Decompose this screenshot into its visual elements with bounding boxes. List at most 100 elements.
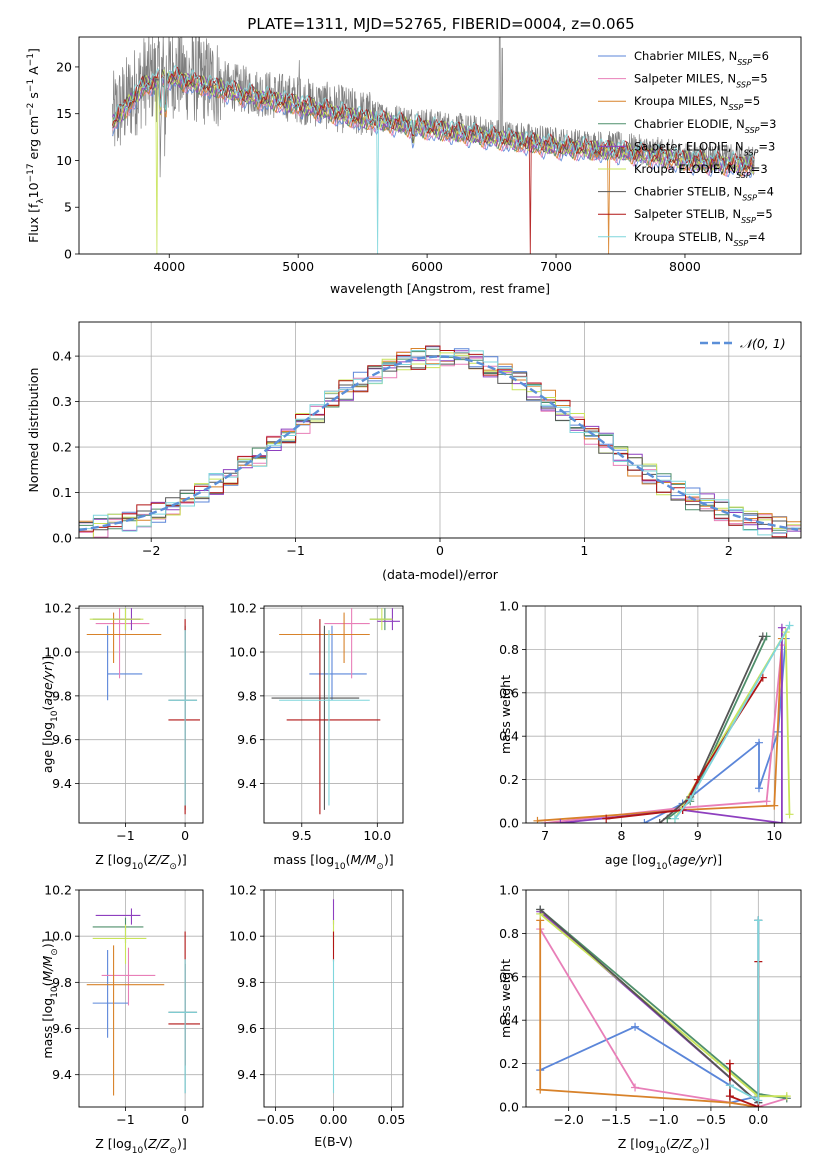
y-tick-label: 0.4 [499,1013,519,1028]
plot-area [264,606,403,823]
y-tick-label: 0.0 [499,1100,519,1115]
y-tick-label: 10.2 [229,601,257,616]
plot-area [526,890,801,1107]
point-kroupa_elodie [782,1092,791,1101]
axes-frame [525,889,802,1108]
y-tick-label: 10.0 [44,645,72,660]
legend-subscript: SSP [736,171,751,180]
legend-count: =3 [751,162,768,176]
y-tick-label: 0.8 [499,642,519,657]
y-tick-label: 0 [64,247,72,262]
y-tick-label: 9.8 [52,975,72,990]
chart-spectrum: 4000 5000 6000 7000 8000 0 5 10 15 20 wavelength [… [26,36,802,296]
axis-label-text: mass [log [40,998,55,1059]
y-axis-label: mass weight [498,959,513,1038]
histogram-salpeter_stelib [79,345,801,538]
axes-frame [263,605,404,824]
legend-entry: Kroupa ELODIE, NSSP=3 [634,162,768,180]
x-tick-label: 0.00 [320,1112,348,1127]
y-tick-label: 9.4 [237,1067,257,1082]
x-axis-label: (data-model)/error [382,567,499,582]
y-tick-label: 9.8 [237,688,257,703]
legend-subscript: SSP [745,125,760,134]
x-tick-label: 5000 [282,259,314,274]
series-chabrier_stelib [539,908,760,1105]
y-tick-label: 0.4 [52,349,72,364]
plot-area [79,890,203,1107]
point-salpeter_miles [631,1083,640,1092]
legend-label: Salpeter STELIB, N [634,207,741,221]
axis-label-text: Flux [f [26,203,41,243]
point-chabrier_miles [631,1022,640,1031]
legend-entry: Salpeter MILES, NSSP=5 [634,72,768,90]
y-tick-label: 0.1 [52,485,72,500]
y-tick-label: 15 [56,106,72,121]
legend-entry: Chabrier ELODIE, NSSP=3 [634,117,776,135]
y-tick-label: 1.0 [499,599,519,614]
figure-title: PLATE=1311, MJD=52765, FIBERID=0004, z=0… [247,15,634,33]
point-salpeter_miles [762,797,771,806]
x-tick-label: 0.0 [748,1112,768,1127]
axes-frame [263,889,404,1108]
point-kroupa_stelib [725,1081,734,1090]
legend-label: Kroupa STELIB, N [634,230,734,244]
y-tick-label: 0.4 [499,729,519,744]
y-tick-label: 0.2 [499,1056,519,1071]
axes-frame [78,605,204,824]
x-tick-label: 0 [181,1112,189,1127]
point-chabrier_miles [640,819,649,823]
point-kroupa_stelib [785,621,794,630]
legend-subscript: SSP [742,193,757,202]
legend-count: =3 [760,117,777,131]
x-tick-label: −1 [116,1112,134,1127]
y-tick-label: 10.2 [44,601,72,616]
model-spectrum-kroupa_stelib [112,64,755,254]
point-chabrier_miles [754,738,763,747]
chart-mass_vs_ebv: −0.05 0.00 0.05 9.4 9.6 9.8 10.0 10.2 E(B-V) [229,883,405,1150]
x-tick-label: 9.5 [292,828,312,843]
x-tick-label: 1 [580,543,588,558]
y-tick-label: 5 [64,200,72,215]
x-axis-label: Z [log10(Z/Z⊙)] [95,1136,186,1156]
axes-frame [78,36,802,255]
axes-frame [525,605,802,824]
point-salpeter_elodie [777,819,786,823]
point-kroupa_miles [770,801,779,810]
x-tick-label: −2 [142,543,160,558]
plot-area [112,37,755,254]
legend-label: Chabrier MILES, N [634,49,737,63]
y-tick-label: 10.2 [229,883,257,898]
x-tick-label: −0.5 [696,1112,726,1127]
axis-label-text: age [log [40,722,55,773]
legend-subscript: SSP [741,216,756,225]
x-tick-label: 4000 [153,259,185,274]
normal-curve [79,355,799,532]
y-axis-label: mass weight [498,675,513,754]
legend-count: =6 [752,49,769,63]
legend-count: =5 [743,94,760,108]
y-tick-label: 9.6 [52,732,72,747]
y-tick-label: 9.4 [52,1067,72,1082]
x-axis-label: mass [log10(M/M⊙)] [273,852,393,872]
y-tick-label: 10.0 [229,929,257,944]
point-salpeter_elodie [777,623,786,632]
x-tick-label: −1 [116,828,134,843]
x-tick-label: 0 [181,828,189,843]
y-tick-label: 0.0 [52,531,72,546]
point-salpeter_stelib [725,1059,734,1068]
chart-age_vs_Z: −1 0 9.4 9.6 9.8 10.0 10.2 Z [log10(Z/Z⊙)] age [… [40,601,204,872]
series-salpeter_stelib [606,677,764,820]
point-kroupa_stelib [686,795,695,804]
x-tick-label: 9 [694,828,702,843]
legend-entry: Kroupa STELIB, NSSP=4 [634,230,765,248]
y-tick-label: 0.8 [499,926,519,941]
y-tick-label: 0.6 [499,969,519,984]
plot-area [526,606,801,823]
point-salpeter_stelib [725,1092,734,1101]
point-salpeter_elodie [556,819,565,823]
legend-subscript: SSP [744,148,759,157]
legend-entry: Salpeter ELODIE, NSSP=3 [634,139,775,157]
x-tick-label: 10 [766,828,782,843]
legend-entry: Chabrier MILES, NSSP=6 [634,49,769,67]
